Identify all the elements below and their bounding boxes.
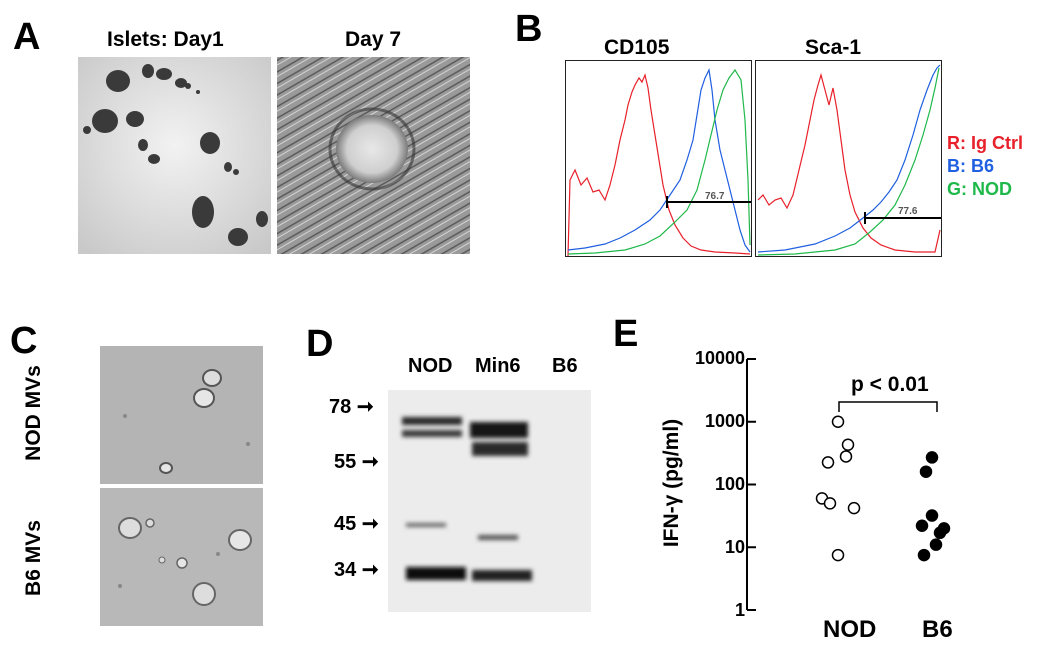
nod-data-point xyxy=(821,456,835,469)
cd105-gate-value: 76.7 xyxy=(705,191,725,202)
cd105-ig-ctrl-trace xyxy=(567,73,751,257)
ytick-100: 100 xyxy=(714,474,745,494)
significance-bracket xyxy=(838,401,938,412)
arrow-right-icon: ➞ xyxy=(361,513,379,535)
panel-a-title-day7: Day 7 xyxy=(345,28,402,51)
lane-label-min6: Min6 xyxy=(475,355,521,377)
ytick-1000: 1000 xyxy=(704,411,745,431)
y-axis-label: IFN-γ (pg/ml) xyxy=(660,418,683,548)
b6-data-point xyxy=(915,519,929,533)
ytick-10: 10 xyxy=(724,537,745,557)
cd105-histogram xyxy=(565,60,752,257)
marker-34: 34 ➞ xyxy=(334,559,379,581)
b6-data-point xyxy=(925,451,939,464)
sca1-b6-trace xyxy=(757,64,941,253)
nod-data-point xyxy=(847,501,861,515)
x-category-b6: B6 xyxy=(922,616,953,643)
arrow-right-icon: ➞ xyxy=(361,451,379,473)
panel-label-c: C xyxy=(10,320,38,362)
marker-78: 78 ➞ xyxy=(329,396,374,418)
nod-data-point xyxy=(831,548,845,562)
sca1-gate-value: 77.6 xyxy=(898,206,918,217)
cd105-b6-trace xyxy=(567,68,751,253)
panel-a-title-day1: Islets: Day1 xyxy=(107,28,224,51)
lane-label-b6: B6 xyxy=(552,355,578,377)
b6-data-point xyxy=(925,509,939,522)
ytick-1: 1 xyxy=(734,600,745,620)
marker-55: 55 ➞ xyxy=(334,451,379,473)
marker-45: 45 ➞ xyxy=(334,513,379,535)
nod-data-point xyxy=(823,497,837,510)
b6-data-point xyxy=(933,526,947,540)
western-blot xyxy=(388,390,591,612)
legend-nod: G: NOD xyxy=(947,179,1012,199)
sca1-nod-trace xyxy=(757,67,940,256)
b6-data-point xyxy=(929,538,943,551)
b6-data-point xyxy=(919,465,933,478)
sca1-ig-ctrl-trace xyxy=(757,72,941,253)
islets-day1-micrograph xyxy=(78,57,271,254)
arrow-right-icon: ➞ xyxy=(361,559,379,581)
islets-day7-micrograph xyxy=(277,57,470,254)
ytick-10000: 10000 xyxy=(694,348,745,368)
x-category-nod: NOD xyxy=(823,616,877,643)
panel-label-e: E xyxy=(613,313,639,355)
sca1-histogram xyxy=(755,60,942,257)
nod-mvs-micrograph xyxy=(100,346,263,484)
panel-label-a: A xyxy=(13,16,41,58)
legend-ig-ctrl: R: Ig Ctrl xyxy=(947,133,1023,153)
legend-b6: B: B6 xyxy=(947,156,995,176)
nod-data-point xyxy=(831,415,845,428)
lane-label-nod: NOD xyxy=(408,355,453,377)
pvalue-label: p < 0.01 xyxy=(851,373,929,396)
nod-data-point xyxy=(839,450,853,463)
b6-data-point xyxy=(917,548,931,562)
b6-mvs-micrograph xyxy=(100,488,263,626)
cd105-nod-trace xyxy=(567,68,751,255)
panel-label-b: B xyxy=(515,8,543,50)
nod-data-point xyxy=(841,438,855,451)
row-label-nod-mvs: NOD MVs xyxy=(22,365,45,461)
panel-b-title-sca1: Sca-1 xyxy=(805,36,862,59)
ifn-gamma-scatter xyxy=(746,358,951,611)
panel-b-title-cd105: CD105 xyxy=(604,36,670,59)
row-label-b6-mvs: B6 MVs xyxy=(22,520,45,596)
arrow-right-icon: ➞ xyxy=(356,396,374,418)
panel-label-d: D xyxy=(306,323,334,365)
